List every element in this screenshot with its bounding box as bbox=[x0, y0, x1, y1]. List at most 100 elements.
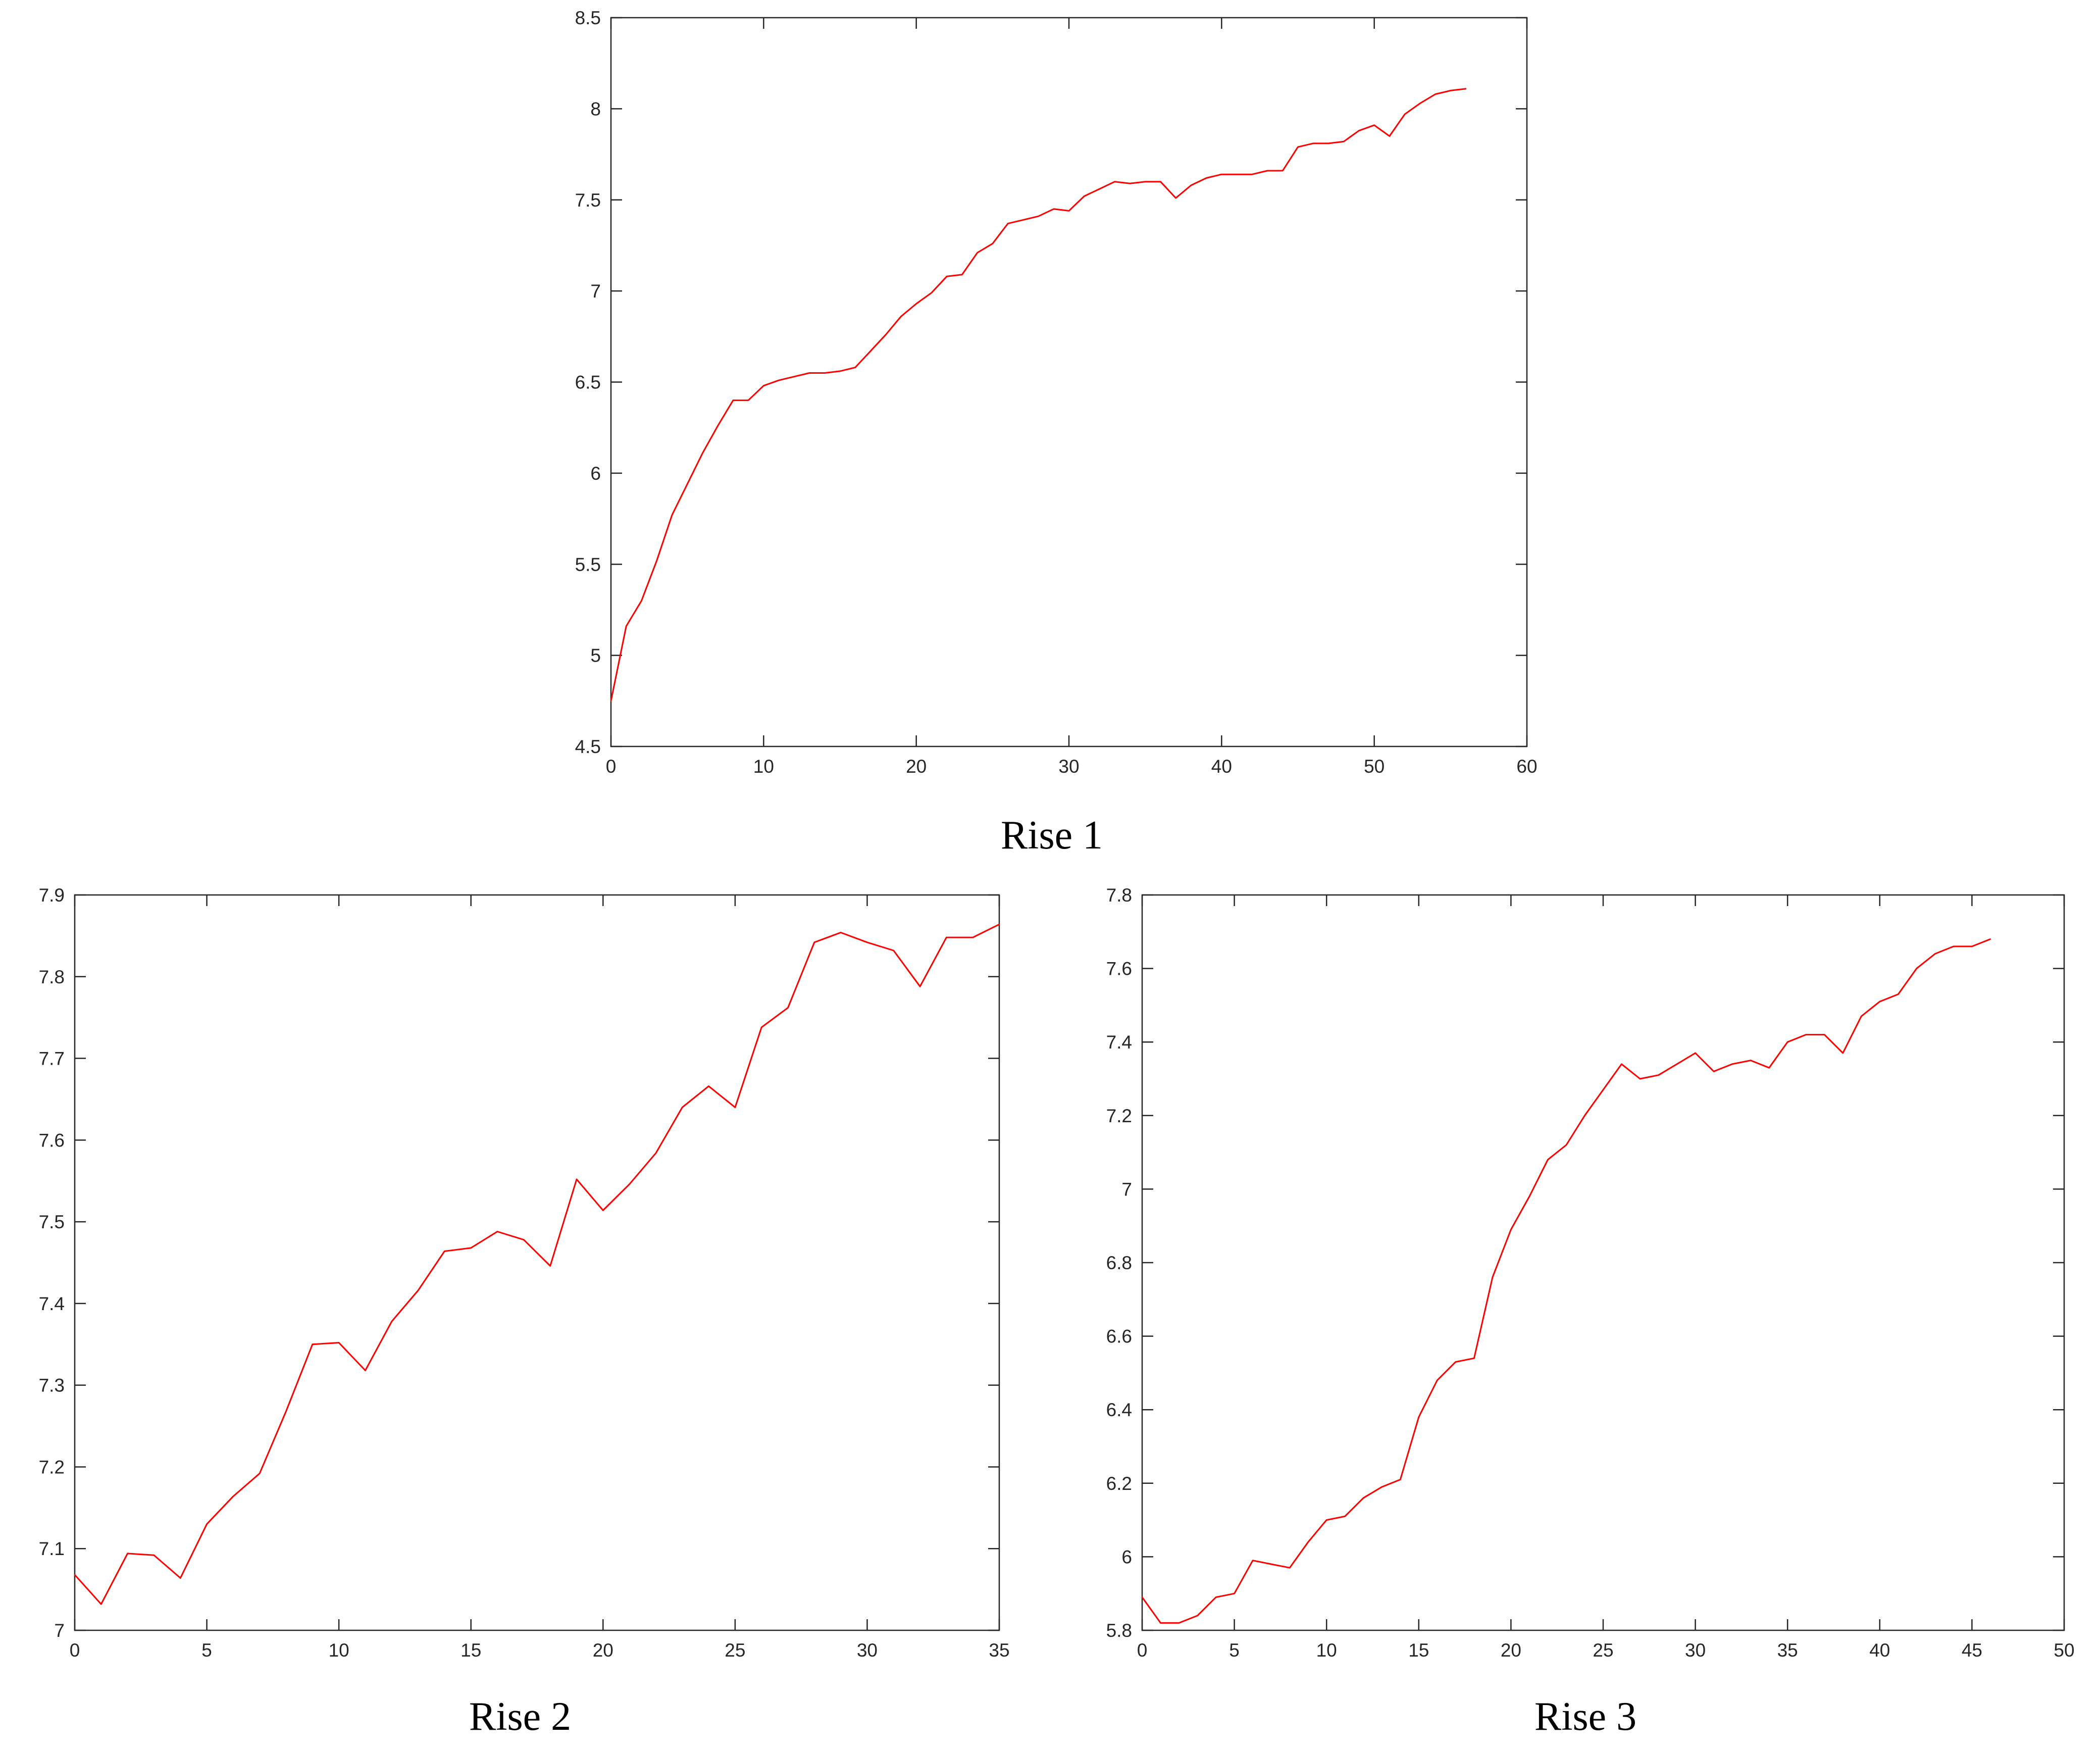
y-tick-label: 7.6 bbox=[39, 1130, 65, 1151]
chart-rise-3: 0 5 10 15 20 25 30 35 40 45 50 5.8 6 6.2 6.4 6.6 6.8 7 7.2… bbox=[1106, 885, 2075, 1661]
data-point bbox=[656, 560, 657, 562]
data-point bbox=[629, 1183, 630, 1185]
data-point bbox=[1007, 223, 1009, 224]
y-tick-label: 7.5 bbox=[39, 1212, 65, 1232]
data-point bbox=[1190, 184, 1192, 186]
caption-rise-2: Rise 2 bbox=[469, 1694, 571, 1739]
data-point bbox=[854, 367, 856, 368]
data-point bbox=[1252, 1560, 1254, 1561]
x-tick-label: 25 bbox=[1593, 1640, 1613, 1661]
data-point bbox=[1824, 1034, 1825, 1035]
x-tick-label: 15 bbox=[460, 1640, 481, 1661]
x-tick-label: 20 bbox=[1501, 1640, 1521, 1661]
data-point bbox=[602, 1210, 604, 1211]
series-line bbox=[74, 923, 1000, 1605]
x-tick-label: 10 bbox=[753, 756, 774, 777]
y-tick-label: 8 bbox=[590, 98, 601, 119]
data-point bbox=[1022, 219, 1024, 221]
y-tick-label: 6.4 bbox=[1106, 1400, 1132, 1420]
data-point bbox=[1435, 93, 1436, 95]
data-point bbox=[900, 316, 902, 317]
data-point bbox=[312, 1343, 313, 1345]
data-point bbox=[1465, 88, 1467, 89]
y-tick-label: 5 bbox=[590, 645, 601, 666]
data-point bbox=[998, 924, 1000, 925]
data-point bbox=[671, 514, 673, 516]
x-tick-label: 60 bbox=[1516, 756, 1537, 777]
y-tick-label: 6.5 bbox=[575, 372, 601, 393]
x-tick-label: 0 bbox=[1137, 1640, 1148, 1661]
y-tick-label: 7.6 bbox=[1106, 959, 1132, 979]
data-point bbox=[808, 372, 810, 374]
data-point bbox=[1160, 181, 1161, 182]
data-point bbox=[153, 1555, 155, 1556]
data-point bbox=[1934, 953, 1936, 955]
data-point bbox=[1343, 141, 1345, 142]
y-tick-label: 7.3 bbox=[39, 1375, 65, 1396]
data-point bbox=[1898, 993, 1899, 995]
data-point bbox=[992, 243, 994, 244]
data-point bbox=[1450, 90, 1451, 91]
data-point bbox=[1547, 1159, 1549, 1161]
x-tick-label: 50 bbox=[1364, 756, 1385, 777]
data-point bbox=[1916, 968, 1917, 969]
x-tick-label: 45 bbox=[1962, 1640, 1982, 1661]
data-point bbox=[1750, 1060, 1752, 1061]
x-tick-label: 0 bbox=[70, 1640, 80, 1661]
data-point bbox=[747, 399, 749, 401]
data-point bbox=[687, 483, 688, 485]
data-point bbox=[793, 376, 795, 377]
data-point bbox=[1404, 114, 1406, 115]
data-point bbox=[1236, 174, 1238, 175]
data-point bbox=[972, 936, 974, 938]
x-tick-label: 35 bbox=[1777, 1640, 1798, 1661]
caption-rise-1: Rise 1 bbox=[1001, 813, 1103, 858]
data-point bbox=[1289, 1567, 1291, 1569]
data-point bbox=[641, 600, 642, 602]
x-tick-label: 35 bbox=[989, 1640, 1009, 1661]
x-tick-label: 15 bbox=[1408, 1640, 1429, 1661]
y-tick-label: 7 bbox=[54, 1620, 65, 1641]
data-point bbox=[1053, 208, 1054, 210]
data-point bbox=[1129, 183, 1131, 184]
y-tick-label: 6 bbox=[1121, 1546, 1132, 1567]
data-point bbox=[778, 379, 780, 381]
data-point bbox=[708, 1085, 709, 1087]
y-tick-label: 6.2 bbox=[1106, 1473, 1132, 1494]
data-point bbox=[74, 1574, 76, 1576]
data-point bbox=[1805, 1034, 1807, 1035]
data-point bbox=[576, 1178, 578, 1180]
y-tick-label: 7.8 bbox=[39, 967, 65, 987]
chart-rise-2: 0 5 10 15 20 25 30 35 7 7.1 7.2 7.3 7.4 7.5 7.6 7.7 7.8 7… bbox=[39, 885, 1010, 1661]
x-tick-label: 40 bbox=[1211, 756, 1232, 777]
series-line bbox=[610, 88, 1466, 702]
y-tick-label: 7 bbox=[590, 281, 601, 302]
y-tick-label: 7.4 bbox=[39, 1293, 65, 1314]
data-point bbox=[1528, 1195, 1530, 1197]
data-point bbox=[1038, 216, 1039, 217]
data-point bbox=[787, 1007, 789, 1009]
x-tick-label: 20 bbox=[906, 756, 927, 777]
x-tick-label: 40 bbox=[1869, 1640, 1890, 1661]
x-tick-label: 10 bbox=[1316, 1640, 1337, 1661]
data-point bbox=[1145, 181, 1146, 182]
data-point bbox=[1221, 174, 1222, 175]
plot-frame bbox=[610, 17, 1528, 747]
data-point bbox=[946, 936, 947, 938]
y-tick-label: 7 bbox=[1121, 1179, 1132, 1200]
data-point bbox=[1114, 181, 1115, 182]
data-point bbox=[1473, 1358, 1475, 1359]
data-point bbox=[1584, 1115, 1585, 1116]
data-point bbox=[1160, 1622, 1161, 1624]
data-point bbox=[549, 1265, 551, 1267]
y-tick-label: 5.5 bbox=[575, 554, 601, 575]
caption-rise-3: Rise 3 bbox=[1534, 1694, 1636, 1739]
data-point bbox=[127, 1553, 128, 1555]
y-tick-label: 7.1 bbox=[39, 1538, 65, 1559]
data-point bbox=[1861, 1016, 1862, 1017]
data-point bbox=[470, 1247, 472, 1249]
plot-frame bbox=[74, 894, 1000, 1631]
data-point bbox=[1787, 1041, 1788, 1043]
x-tick-label: 30 bbox=[1058, 756, 1079, 777]
data-point bbox=[1731, 1063, 1733, 1065]
